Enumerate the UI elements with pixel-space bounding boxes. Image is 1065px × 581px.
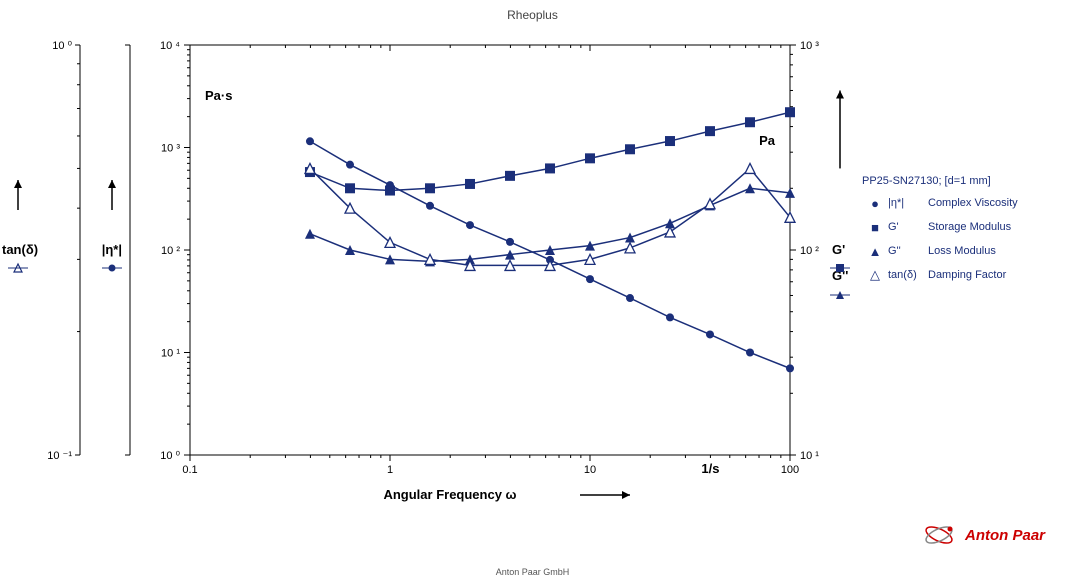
legend-item-gprime: ■ G' Storage Modulus [862,215,1018,239]
svg-text:10: 10 [584,464,596,476]
marker-circle-filled-icon: ● [862,196,888,211]
legend-code: G'' [888,245,928,257]
legend-item-gdouble: ▲ G'' Loss Modulus [862,239,1018,263]
marker-square-filled-icon: ■ [862,220,888,235]
marker-triangle-open-icon: △ [862,267,888,283]
chart-title: Rheoplus [0,8,1065,22]
svg-text:Pa·s: Pa·s [205,88,232,103]
svg-text:10 ¹: 10 ¹ [800,450,819,462]
svg-text:10 ⁴: 10 ⁴ [160,40,180,52]
rheology-chart: 0.1 1 10 100 Angular Frequency ω 1/s 10 ⁰ 10 ¹ 1… [0,0,1065,581]
svg-text:10 ⁰: 10 ⁰ [160,450,180,462]
svg-text:10 ⁻¹: 10 ⁻¹ [47,450,72,462]
svg-text:1/s: 1/s [701,461,719,476]
brand-name: Anton Paar [965,527,1045,544]
footer-text: Anton Paar GmbH [0,567,1065,577]
legend-desc: Loss Modulus [928,245,996,257]
legend-header: PP25-SN27130; [d=1 mm] [862,175,1018,187]
svg-text:10 ³: 10 ³ [161,143,180,155]
legend: PP25-SN27130; [d=1 mm] ● |η*| Complex Vi… [862,175,1018,287]
marker-triangle-filled-icon: ▲ [862,244,888,259]
atom-icon [921,521,957,549]
svg-text:10 ³: 10 ³ [800,40,819,52]
svg-text:1: 1 [387,464,393,476]
legend-code: G' [888,221,928,233]
legend-desc: Storage Modulus [928,221,1011,233]
svg-text:G': G' [832,242,845,257]
svg-text:Pa: Pa [759,133,776,148]
legend-item-tandelta: △ tan(δ) Damping Factor [862,263,1018,287]
legend-desc: Complex Viscosity [928,197,1018,209]
svg-text:10 ²: 10 ² [800,245,819,257]
svg-text:0.1: 0.1 [182,464,197,476]
legend-code: tan(δ) [888,269,928,281]
legend-code: |η*| [888,197,928,209]
svg-text:10 ²: 10 ² [161,245,180,257]
svg-text:|η*|: |η*| [102,242,122,257]
brand-logo: Anton Paar [921,521,1045,549]
svg-text:10 ⁰: 10 ⁰ [52,40,72,52]
legend-desc: Damping Factor [928,269,1006,281]
svg-text:10 ¹: 10 ¹ [161,348,180,360]
svg-text:tan(δ): tan(δ) [2,242,38,257]
svg-text:100: 100 [781,464,799,476]
svg-text:Angular Frequency ω: Angular Frequency ω [383,487,516,502]
legend-item-eta: ● |η*| Complex Viscosity [862,191,1018,215]
